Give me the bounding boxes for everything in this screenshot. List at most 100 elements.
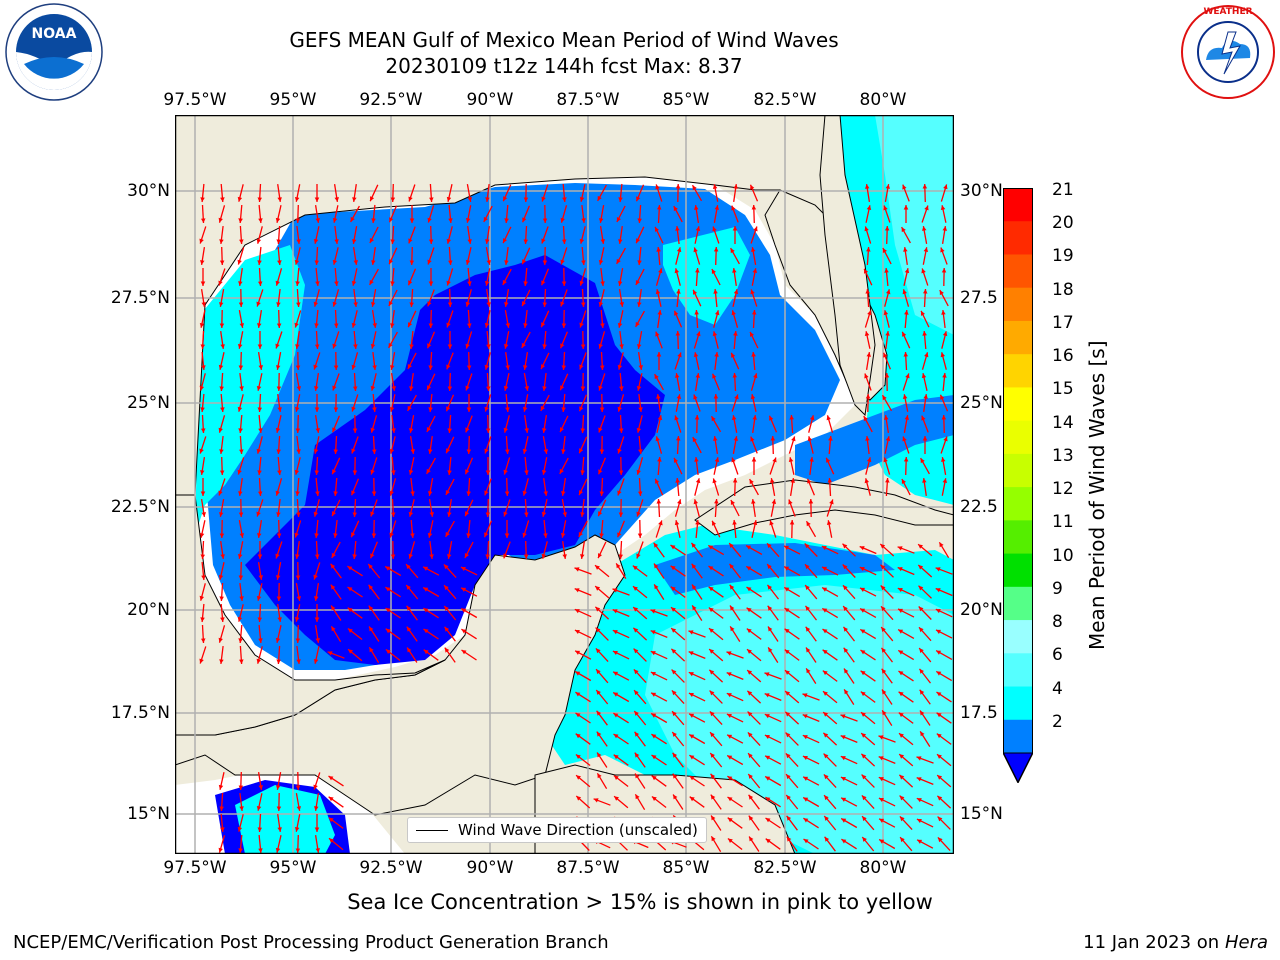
wind-wave-arrowhead [522,490,527,496]
wind-wave-arrowhead [695,478,701,484]
wind-wave-arrowhead [385,608,391,613]
wind-wave-arrowhead [618,197,623,202]
wind-wave-arrowhead [753,373,758,379]
wind-wave-arrowhead [540,405,545,411]
wind-wave-arrowhead [220,827,225,832]
wind-wave-arrowhead [294,322,299,328]
wind-wave-arrowhead [802,714,808,719]
wind-wave-arrowhead [407,364,412,369]
wind-wave-arrowhead [694,310,699,315]
wind-wave-arrowhead [464,553,469,558]
wind-wave-arrowhead [747,649,752,654]
wind-wave-arrowhead [369,647,374,653]
wind-wave-arrowhead [727,838,733,843]
wind-wave-arrowhead [218,574,224,580]
wind-wave-arrowhead [898,629,904,634]
wind-wave-arrowhead [922,436,928,441]
period-band-below-2 [245,255,665,665]
wind-wave-arrowhead [657,310,662,315]
wind-wave-arrowhead [353,386,358,391]
wind-wave-arrowhead [372,407,377,412]
wind-wave-arrowhead [772,457,777,463]
wind-wave-arrowhead [580,470,585,475]
wind-wave-arrowhead [632,565,638,571]
wind-wave-arrowhead [201,218,206,223]
wind-wave-arrowhead [350,216,355,222]
wind-wave-arrowhead [575,650,581,655]
wind-wave-arrowhead [446,322,451,328]
wind-wave-arrowhead [902,331,907,337]
wind-wave-arrowhead [201,638,206,643]
colorbar-segment [1003,586,1033,621]
wind-wave-arrowhead [618,554,623,559]
wind-wave-arrowhead [465,511,470,517]
wind-wave-arrowhead [729,584,735,590]
colorbar-tick-label: 20 [1052,213,1074,234]
wind-wave-arrowhead [657,457,662,462]
wind-wave-arrowhead [276,386,282,391]
wind-wave-arrowhead [785,670,790,675]
wind-wave-arrowhead [619,344,624,349]
wind-wave-arrowhead [445,490,450,495]
wind-wave-arrowhead [711,269,716,274]
wind-wave-arrowhead [671,628,677,633]
wind-wave-arrowhead [656,394,661,399]
wind-wave-arrowhead [201,512,206,517]
wind-wave-arrowhead [239,596,244,601]
wind-wave-arrowhead [219,386,224,391]
wind-wave-arrowhead [296,512,301,517]
wind-wave-arrowhead [878,735,884,740]
wind-wave-arrowhead [935,567,941,572]
wind-wave-arrowhead [920,731,925,737]
wind-wave-arrowhead [840,777,846,781]
wind-wave-arrowhead [809,457,814,462]
wind-wave-arrowhead [314,386,319,391]
wind-wave-arrowhead [633,669,639,675]
wind-wave-arrowhead [861,795,867,801]
wind-wave-arrowhead [785,753,791,759]
wind-wave-arrowhead [919,668,924,674]
wind-wave-arrowhead [638,491,643,496]
wind-wave-arrowhead [923,247,929,252]
wind-wave-arrowhead [638,365,643,370]
colorbar-segment [1003,719,1033,754]
lat-tick-right: 17.5 [960,703,998,723]
wind-wave-arrowhead [313,574,318,580]
wind-wave-arrowhead [751,352,756,357]
wind-wave-arrowhead [691,563,697,569]
wind-wave-arrowhead [461,629,467,634]
lon-tick-top: 82.5°W [753,90,817,110]
wind-wave-arrowhead [617,364,623,370]
wind-wave-arrowhead [937,837,943,843]
wind-wave-arrowhead [389,259,394,265]
wind-wave-arrowhead [712,331,718,337]
wind-wave-arrowhead [408,196,413,202]
wind-wave-arrowhead [885,478,890,483]
wind-wave-arrowhead [423,629,429,634]
wind-wave-arrowhead [752,310,757,315]
wind-wave-arrowhead [784,566,790,571]
wind-wave-arrowhead [524,386,529,391]
wind-wave-arrowhead [732,520,737,525]
wind-wave-arrowhead [638,407,643,412]
wind-wave-arrowhead [902,184,907,190]
wind-wave-arrowhead [314,806,319,811]
wind-wave-arrowhead [882,689,887,695]
wind-wave-arrowhead [219,659,224,664]
wind-wave-arrowhead [580,554,585,559]
wind-wave-arrowhead [674,520,680,526]
wind-wave-arrowhead [409,302,414,307]
wind-wave-arrowhead [918,606,924,612]
wind-wave-arrowhead [899,816,905,822]
wind-wave-arrowhead [351,448,356,454]
colorbar-tick-label: 12 [1052,479,1074,500]
wind-wave-arrowhead [276,575,281,580]
wind-wave-arrowhead [561,281,567,286]
wind-wave-arrowhead [904,415,909,420]
wind-wave-arrowhead [633,627,639,633]
wind-wave-arrowhead [485,470,491,475]
wind-wave-arrowhead [884,226,890,231]
wind-wave-arrowhead [237,616,243,622]
wind-wave-arrowhead [503,344,509,349]
wind-wave-arrowhead [580,512,585,517]
